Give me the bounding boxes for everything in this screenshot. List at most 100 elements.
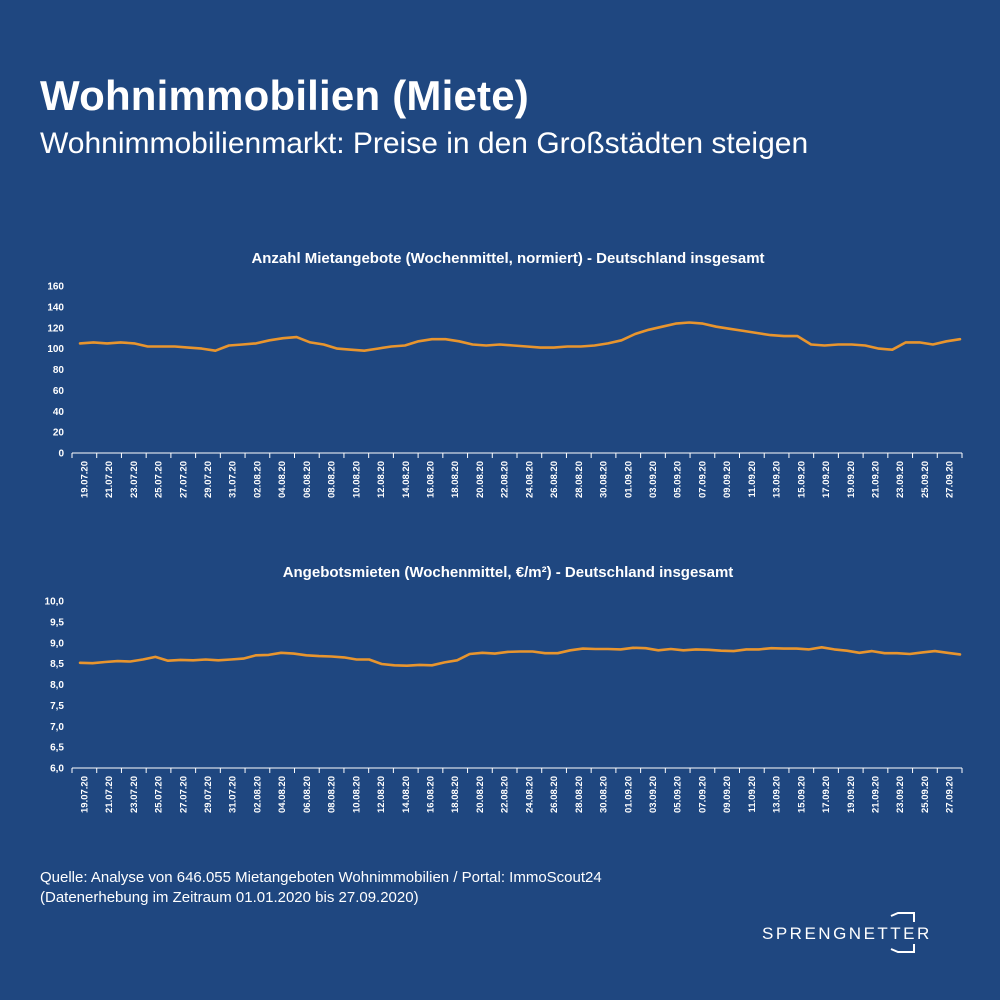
x-tick-label: 25.07.20 [154, 776, 165, 813]
data-point [732, 650, 735, 653]
data-point [368, 658, 371, 661]
data-point [519, 650, 521, 653]
data-point [106, 342, 109, 345]
data-point [104, 661, 107, 663]
data-point [770, 647, 773, 650]
data-point [512, 344, 515, 347]
data-point [682, 649, 685, 652]
data-point [745, 648, 748, 651]
sprengnetter-logo: SPRENGNETTER [762, 924, 932, 943]
data-point [544, 652, 547, 655]
data-point [810, 343, 813, 346]
x-tick-label: 07.09.20 [697, 776, 708, 813]
x-tick-label: 19.07.20 [79, 776, 90, 813]
x-tick-label: 12.08.20 [376, 461, 387, 498]
data-point [864, 344, 867, 347]
page-subtitle: Wohnimmobilienmarkt: Preise in den Großs… [40, 127, 809, 160]
x-tick-label: 10.08.20 [351, 776, 362, 813]
y-tick-label: 9,5 [50, 617, 64, 628]
x-tick-label: 22.08.20 [500, 776, 511, 813]
data-point [918, 341, 921, 344]
x-tick-label: 27.07.20 [178, 461, 189, 498]
data-point [119, 341, 122, 344]
x-tick-label: 26.08.20 [549, 461, 560, 498]
data-point [204, 658, 207, 661]
data-point [229, 658, 232, 661]
data-point [380, 663, 383, 665]
data-point [146, 345, 149, 348]
series-line [78, 321, 962, 352]
data-point [715, 325, 718, 328]
y-tick-label: 120 [47, 323, 64, 334]
x-tick-label: 20.08.20 [475, 776, 486, 813]
x-tick-label: 22.08.20 [500, 461, 511, 498]
data-point [531, 650, 534, 653]
x-tick-label: 21.07.20 [104, 461, 115, 498]
data-point [594, 648, 597, 650]
data-point [200, 347, 203, 350]
data-point [456, 659, 459, 662]
data-point [292, 652, 295, 655]
data-point [632, 646, 635, 649]
y-tick-label: 0 [58, 449, 64, 460]
data-point [845, 649, 848, 652]
data-point [242, 657, 245, 660]
x-tick-label: 26.08.20 [549, 776, 560, 813]
data-point [295, 336, 298, 339]
x-tick-label: 28.08.20 [574, 461, 585, 498]
data-point [783, 647, 785, 650]
data-point [669, 648, 672, 650]
data-point [79, 661, 81, 664]
x-tick-label: 24.08.20 [524, 461, 535, 498]
x-tick-label: 15.09.20 [796, 461, 807, 498]
x-tick-label: 09.09.20 [722, 461, 733, 498]
x-tick-label: 18.08.20 [450, 461, 461, 498]
data-point [485, 344, 488, 347]
x-tick-label: 29.07.20 [203, 461, 214, 498]
data-point [552, 346, 555, 349]
data-point [403, 344, 406, 347]
chart-2-title: Angebotsmieten (Wochenmittel, €/m²) - De… [282, 564, 734, 581]
data-point [322, 343, 325, 346]
y-tick-label: 6,5 [50, 743, 64, 754]
data-point [858, 651, 861, 654]
data-point [644, 647, 647, 650]
x-tick-label: 03.09.20 [648, 776, 659, 813]
data-point [593, 344, 596, 347]
x-tick-label: 25.09.20 [920, 461, 931, 498]
data-point [267, 653, 270, 656]
y-tick-label: 160 [47, 282, 64, 293]
x-tick-label: 21.09.20 [870, 776, 881, 813]
data-point [647, 328, 650, 331]
data-point [850, 343, 853, 346]
data-point [393, 664, 396, 667]
source-note: Quelle: Analyse von 646.055 Mietangebote… [40, 868, 602, 908]
y-tick-label: 10,0 [45, 597, 65, 608]
chart-1-title: Anzahl Mietangebote (Wochenmittel, normi… [251, 250, 765, 267]
data-point [444, 338, 447, 341]
x-tick-label: 12.08.20 [376, 776, 387, 813]
data-point [795, 647, 798, 650]
data-point [823, 344, 826, 347]
logo-bracket-icon [890, 912, 915, 953]
data-point [607, 648, 609, 650]
data-point [877, 347, 880, 350]
data-point [808, 648, 811, 651]
x-tick-label: 23.07.20 [129, 461, 140, 498]
x-tick-label: 23.07.20 [129, 776, 140, 813]
data-point [742, 329, 745, 332]
x-tick-label: 25.07.20 [154, 461, 165, 498]
x-tick-label: 30.08.20 [599, 461, 610, 498]
data-point [343, 656, 345, 659]
data-point [904, 341, 907, 344]
x-tick-label: 25.09.20 [920, 776, 931, 813]
y-tick-label: 6,0 [50, 764, 64, 775]
x-tick-label: 24.08.20 [524, 776, 535, 813]
data-point [634, 333, 637, 335]
data-point [581, 647, 584, 650]
x-tick-label: 02.08.20 [252, 461, 263, 498]
data-point [280, 651, 283, 654]
data-point [883, 652, 886, 655]
x-tick-label: 20.08.20 [475, 461, 486, 498]
data-point [607, 342, 609, 345]
